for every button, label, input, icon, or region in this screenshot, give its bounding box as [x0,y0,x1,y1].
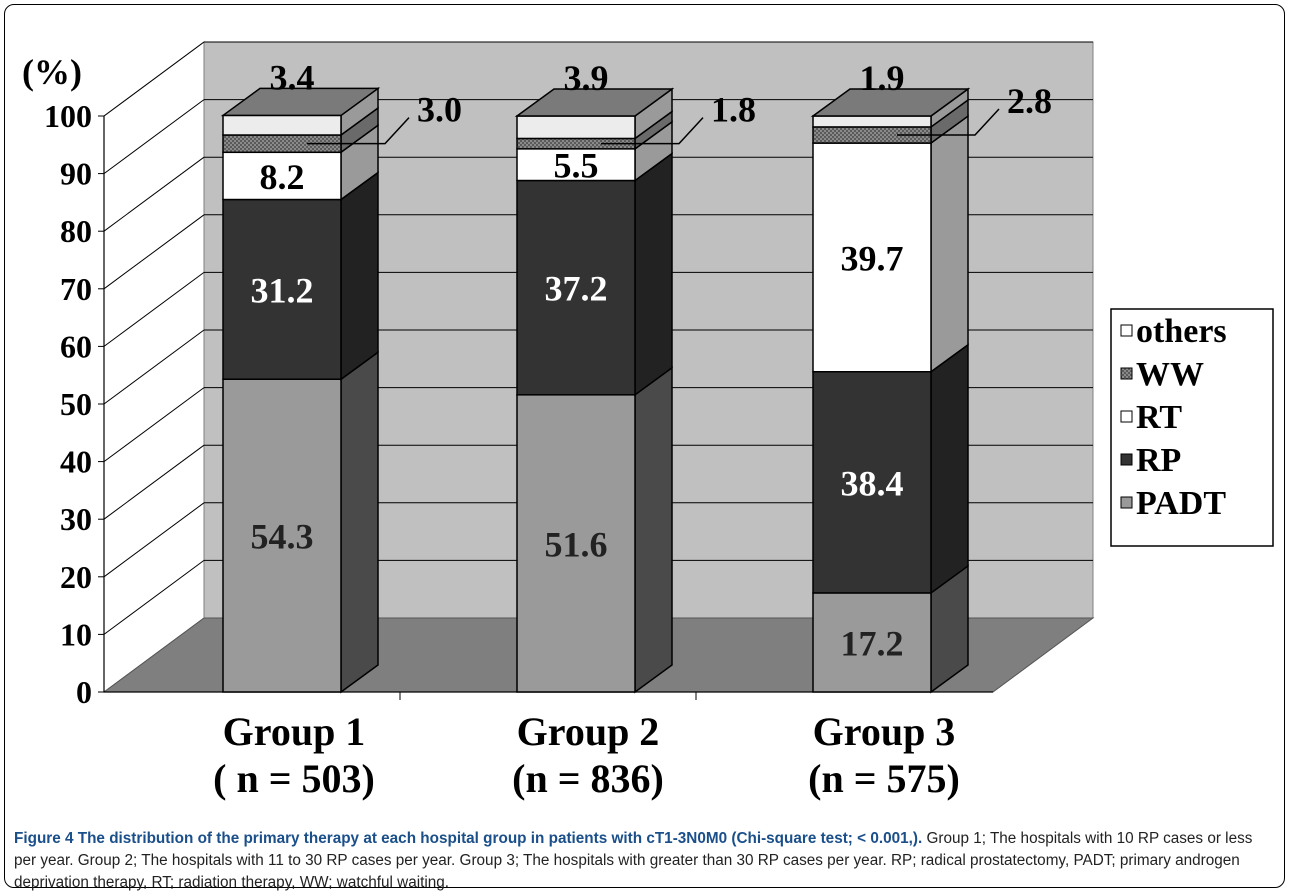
legend-box [1110,308,1274,547]
bar-segment-PADT [516,394,636,693]
x-category-label: Group 1 [223,709,366,754]
data-label-WW: 3.0 [417,90,462,130]
data-label-RT: 5.5 [554,146,599,186]
legend-label-others: others [1136,313,1227,350]
bar-side-PADT [634,366,673,694]
y-tick-label: 0 [76,674,92,710]
x-category-n: (n = 836) [512,756,664,801]
bars [220,86,971,694]
data-label-others: 3.9 [564,58,609,98]
gridline-side [103,156,205,232]
data-label-PADT: 54.3 [251,517,314,557]
y-tick-label: 60 [60,328,92,364]
bar-segment-RT [516,148,636,182]
bar-segment-RT [222,151,342,201]
y-axis-label: (%) [22,52,82,92]
x-category-label: Group 3 [813,709,956,754]
gridline-side [103,387,205,463]
bar-segment-others [222,114,342,136]
y-tick-label: 40 [60,444,92,480]
bar-segment-PADT [222,378,342,693]
bar-side-RP [634,152,673,397]
bar-segment-PADT [812,592,932,693]
legend-label-WW: WW [1136,356,1204,393]
y-tick-label: 90 [60,156,92,192]
caption-body: Group 1; The hospitals with 10 RP cases … [14,830,1253,891]
data-label-PADT: 17.2 [841,623,904,663]
bar-segment-RP [516,179,636,396]
x-category-n: ( n = 503) [213,756,375,801]
legend-swatch-WW [1120,367,1133,380]
gridline-side [103,559,205,635]
gridline-side [103,502,205,578]
y-tick-label: 20 [60,559,92,595]
data-label-RP: 38.4 [841,463,904,503]
x-category-n: (n = 575) [808,756,960,801]
legend: others WW RT RP PADT [1110,308,1274,547]
data-label-RP: 37.2 [545,269,608,309]
legend-swatch-RT [1120,410,1133,423]
data-label-others: 1.9 [860,58,905,98]
bar-segment-others [812,115,932,128]
y-tick-label: 80 [60,213,92,249]
legend-swatch-RP [1120,453,1133,466]
legend-label-RP: RP [1136,442,1181,479]
bar-side-RP [340,171,379,381]
leader-line-WW [897,108,1000,136]
legend-swatch-PADT [1120,496,1133,509]
gridline-side [103,99,205,175]
y-tick-label: 70 [60,271,92,307]
data-label-RP: 31.2 [251,270,314,310]
x-category-label: Group 2 [517,709,660,754]
bar-top [220,87,381,117]
bar-top [514,88,675,117]
bar-side-RP [930,343,969,595]
gridline-side [103,214,205,290]
x-axis-category-labels: Group 1( n = 503) Group 2(n = 836) Group 3… [213,709,960,801]
bar-segment-RP [222,198,342,380]
figure-caption: Figure 4 The distribution of the primary… [14,828,1278,894]
leader-line-WW [307,117,410,145]
gridline-side [103,444,205,520]
legend-swatch-others [1120,324,1133,337]
legend-label-PADT: PADT [1136,485,1226,522]
gridline-side [103,271,205,347]
y-tick-label: 100 [44,98,92,134]
gridline-side [103,41,205,117]
bar-side-PADT [340,350,379,694]
bar-side-RT [930,114,969,374]
y-axis-tick-labels: 0 10 20 30 40 50 60 70 80 90 100 [44,98,92,710]
data-label-WW: 1.8 [711,90,756,130]
bar-segment-RP [812,370,932,594]
caption-title: Figure 4 The distribution of the primary… [14,830,923,847]
y-tick-label: 10 [60,616,92,652]
bar-segment-others [516,115,636,140]
bar-top [810,88,971,117]
data-label-PADT: 51.6 [545,524,608,564]
data-label-RT: 39.7 [841,238,904,278]
data-label-RT: 8.2 [260,157,305,197]
data-label-others: 3.4 [270,57,315,97]
data-label-WW: 2.8 [1007,81,1052,121]
gridline-side [103,329,205,405]
y-tick-label: 30 [60,501,92,537]
leader-line-WW [601,117,704,145]
y-tick-label: 50 [60,386,92,422]
legend-label-RT: RT [1136,399,1182,436]
data-labels: 54.3 31.2 8.2 3.0 3.4 51.6 37.2 5.5 1.8 3.9 17.2 38… [251,57,1053,663]
